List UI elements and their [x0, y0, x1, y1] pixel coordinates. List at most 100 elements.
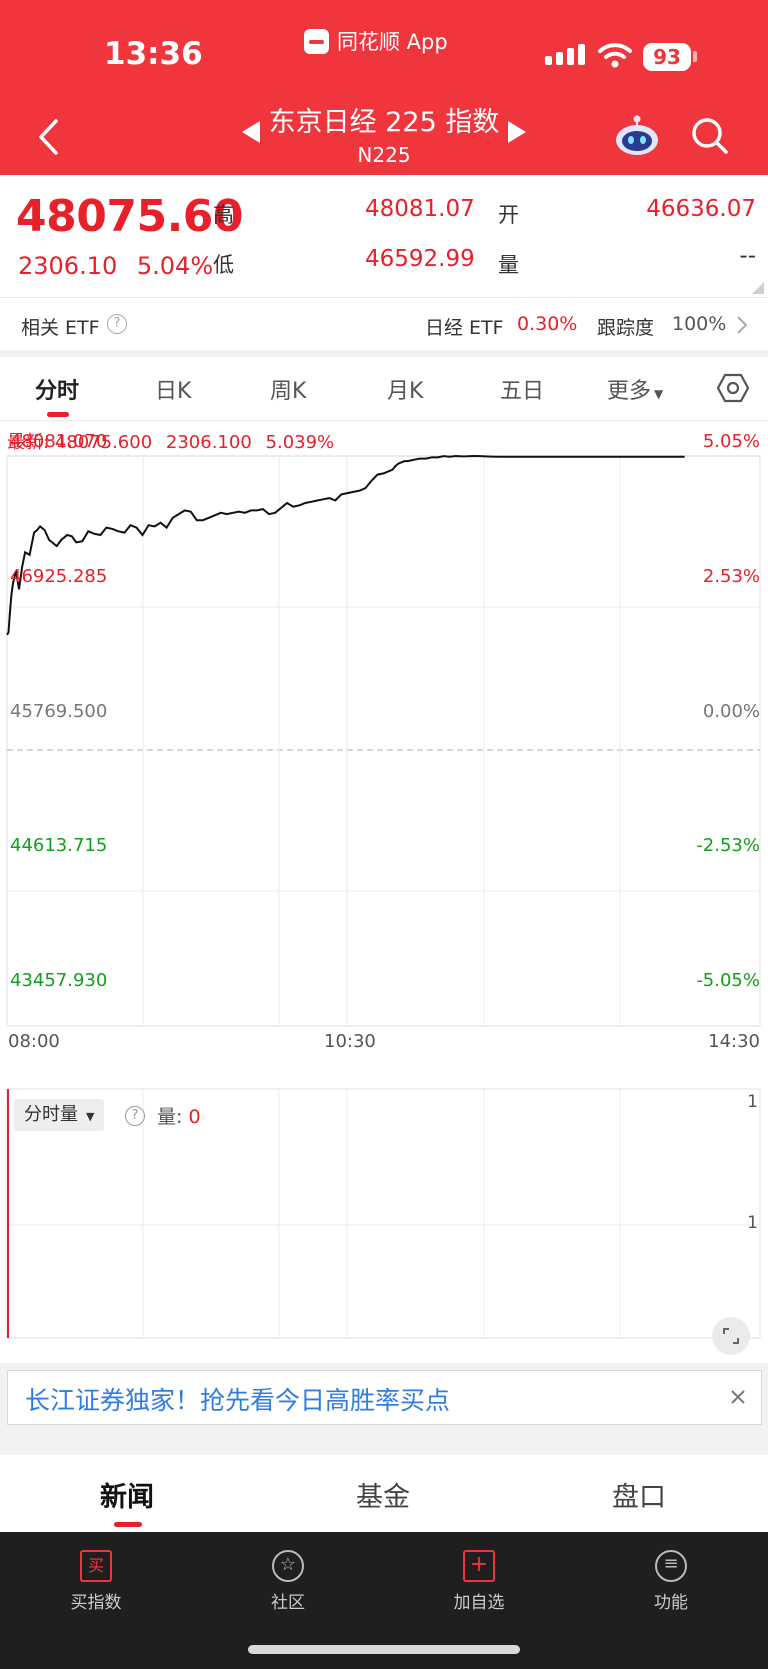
status-time: 13:36	[104, 36, 203, 72]
community-button[interactable]: ☆ 社区	[228, 1542, 348, 1613]
expand-icon	[723, 1328, 739, 1344]
volume-readout-label: 量:	[157, 1106, 183, 1128]
volume-readout: 量: 0	[157, 1102, 201, 1129]
tab-more-label: 更多	[607, 379, 652, 404]
chart-area: 最新: 48075.600 2306.100 5.039% 48081.070 …	[0, 421, 768, 1363]
time-label-start: 08:00	[8, 1031, 60, 1052]
latest-change: 2306.100	[165, 432, 252, 453]
volume-axis-top: 1	[747, 1092, 758, 1112]
page-subtitle: N225	[357, 143, 411, 167]
home-indicator	[248, 1645, 520, 1654]
tab-five-day[interactable]: 五日	[500, 379, 545, 404]
high-value: 48081.07	[365, 196, 475, 222]
tab-monthly-k[interactable]: 月K	[387, 379, 424, 404]
volume-label: 量	[498, 253, 519, 277]
active-tab-indicator	[47, 412, 69, 417]
low-label: 低	[213, 253, 234, 277]
pct-axis-label-5: -5.05%	[696, 970, 760, 991]
promo-banner-text: 长江证券独家！抢先看今日高胜率买点	[25, 1386, 451, 1415]
status-app-indicator[interactable]: 同花顺 App	[304, 26, 448, 56]
latest-label: 最新:	[7, 432, 50, 453]
robot-assistant-icon[interactable]	[614, 114, 660, 156]
price-axis-label-5: 43457.930	[10, 970, 108, 991]
related-etf-label: 相关 ETF	[21, 317, 100, 339]
chart-period-tabs: 分时 日K 周K 月K 五日 更多 ▼	[0, 357, 768, 421]
corner-fold-icon	[752, 282, 764, 294]
price-axis-label-4: 44613.715	[10, 835, 108, 856]
prev-index-arrow-icon[interactable]	[242, 121, 260, 143]
tab-order-book[interactable]: 盘口	[612, 1482, 666, 1513]
high-label: 高	[213, 203, 234, 227]
pct-axis-label-3: 0.00%	[702, 701, 760, 722]
app-logo-icon	[304, 28, 329, 54]
chevron-right-icon	[737, 316, 748, 334]
latest-pct: 5.039%	[265, 432, 335, 453]
page-title: 东京日经 225 指数	[268, 107, 500, 138]
battery-level: 93	[643, 43, 691, 71]
tab-fund[interactable]: 基金	[356, 1482, 410, 1513]
battery-tip	[693, 51, 697, 62]
app-header: 13:36 同花顺 App 93 东京日经 225 指数 N225	[0, 0, 768, 175]
pct-axis-label-2: 2.53%	[702, 566, 760, 587]
volume-readout-value: 0	[188, 1106, 201, 1128]
price-axis-label-3: 45769.500	[10, 701, 108, 722]
help-icon[interactable]: ?	[107, 314, 127, 334]
tab-intraday[interactable]: 分时	[35, 379, 80, 404]
tab-more[interactable]: 更多 ▼	[607, 373, 663, 405]
tab-news[interactable]: 新闻	[100, 1482, 154, 1513]
menu-icon: ≡	[655, 1550, 687, 1582]
etf-change: 0.30%	[517, 313, 578, 335]
dropdown-arrow-icon: ▼	[654, 387, 664, 401]
latest-readout: 最新: 48075.600 2306.100 5.039%	[7, 428, 334, 454]
add-favorite-icon: +	[463, 1550, 495, 1582]
price-axis-label-2: 46925.285	[10, 566, 108, 587]
buy-icon: 买	[80, 1550, 112, 1582]
related-etf-bar[interactable]: 相关 ETF ? 日经 ETF 0.30% 跟踪度 100%	[0, 297, 768, 350]
tracking-value: 100%	[672, 313, 727, 335]
price-change: 2306.10 5.04%	[18, 252, 213, 280]
community-icon: ☆	[272, 1550, 304, 1582]
pct-axis-label-1: 5.05%	[702, 431, 760, 452]
quote-panel: 48075.60 2306.10 5.04% 高 48081.07 低 4659…	[0, 175, 768, 297]
open-label: 开	[498, 203, 519, 227]
latest-price: 48075.600	[54, 432, 153, 453]
low-value: 46592.99	[365, 246, 475, 272]
info-tabs: 新闻 基金 盘口	[0, 1455, 768, 1532]
current-price: 48075.60	[16, 191, 244, 242]
community-label: 社区	[271, 1593, 305, 1613]
etf-name: 日经 ETF	[425, 317, 504, 339]
add-favorite-button[interactable]: + 加自选	[419, 1542, 539, 1613]
functions-label: 功能	[654, 1593, 688, 1613]
tracking-label: 跟踪度	[597, 317, 655, 339]
tab-weekly-k[interactable]: 周K	[270, 379, 307, 404]
wifi-icon	[598, 43, 632, 68]
functions-button[interactable]: ≡ 功能	[611, 1542, 731, 1613]
tab-daily-k[interactable]: 日K	[155, 379, 192, 404]
pct-axis-label-4: -2.53%	[696, 835, 760, 856]
buy-index-label: 买指数	[70, 1593, 122, 1613]
next-index-arrow-icon[interactable]	[508, 121, 526, 143]
time-label-mid: 10:30	[324, 1031, 376, 1052]
open-value: 46636.07	[646, 196, 756, 222]
chart-settings-hexagon-icon[interactable]	[717, 373, 749, 403]
add-favorite-label: 加自选	[453, 1593, 505, 1613]
buy-index-button[interactable]: 买 买指数	[36, 1542, 156, 1613]
volume-value: --	[739, 243, 756, 269]
time-label-end: 14:30	[708, 1031, 760, 1052]
intraday-price-chart[interactable]	[0, 421, 768, 1363]
fullscreen-button[interactable]	[712, 1317, 750, 1355]
close-icon[interactable]	[730, 1389, 746, 1405]
status-app-name: 同花顺 App	[337, 30, 448, 54]
volume-axis-mid: 1	[747, 1213, 758, 1233]
volume-selector-dropdown[interactable]: 分时量 ▼	[14, 1099, 105, 1131]
change-value: 2306.10	[18, 252, 118, 280]
change-percent: 5.04%	[136, 252, 214, 280]
cellular-signal-icon	[545, 44, 585, 65]
volume-help-icon[interactable]: ?	[125, 1106, 145, 1126]
search-icon[interactable]	[690, 116, 730, 156]
dropdown-arrow-icon: ▼	[86, 1110, 95, 1123]
volume-selector-label: 分时量	[24, 1104, 78, 1125]
promo-banner[interactable]: 长江证券独家！抢先看今日高胜率买点	[7, 1370, 762, 1425]
price-axis-label-1: 48081.070	[10, 431, 108, 452]
back-icon[interactable]	[36, 118, 60, 156]
